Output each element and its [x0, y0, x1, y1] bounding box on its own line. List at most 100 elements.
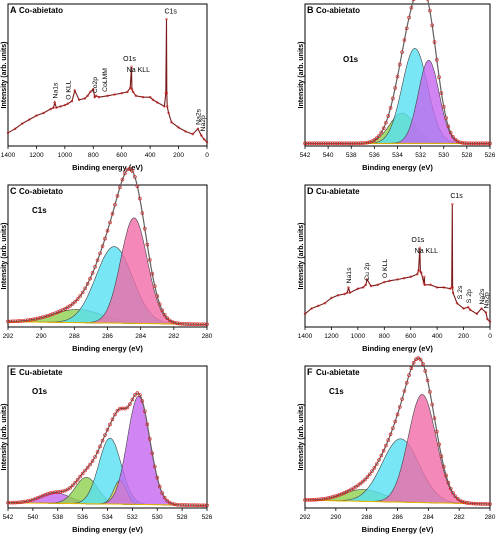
data-point	[88, 462, 92, 467]
data-point	[120, 406, 125, 411]
data-point	[485, 502, 490, 506]
data-point	[95, 258, 100, 263]
data-point	[23, 318, 28, 323]
data-point	[310, 307, 313, 310]
data-point	[420, 271, 423, 275]
data-point	[28, 498, 33, 503]
data-point	[140, 211, 145, 215]
x-tick-label: 534	[102, 514, 113, 521]
data-point	[152, 284, 157, 288]
data-point	[465, 141, 469, 146]
x-axis-label: Binding energy (eV)	[72, 344, 143, 353]
data-point	[33, 317, 38, 321]
data-point	[118, 185, 122, 190]
data-point	[133, 393, 137, 397]
x-tick-label: 284	[423, 514, 434, 521]
data-point	[11, 500, 15, 505]
data-point	[398, 62, 402, 67]
data-point	[103, 433, 107, 437]
data-point	[110, 417, 115, 422]
data-point	[455, 301, 459, 305]
data-point	[113, 412, 117, 417]
data-point	[469, 141, 474, 146]
peak-annotation: Na KLL	[127, 67, 150, 74]
data-point	[125, 405, 130, 410]
data-point	[330, 141, 335, 146]
data-point	[476, 141, 481, 146]
data-point	[395, 74, 400, 79]
data-point	[377, 458, 381, 462]
data-point	[78, 474, 82, 479]
x-tick-label: 286	[392, 514, 403, 521]
y-axis-label: Intensity (arb. units)	[298, 42, 305, 109]
data-point	[94, 94, 98, 98]
data-point	[73, 480, 77, 485]
data-point	[13, 319, 18, 324]
data-point	[172, 320, 177, 325]
x-tick-label: 280	[202, 333, 213, 340]
data-point	[31, 317, 35, 322]
data-point	[439, 454, 444, 459]
data-point	[336, 294, 340, 297]
data-point	[110, 211, 115, 216]
x-tick-label: 1000	[58, 152, 73, 159]
data-point	[365, 475, 370, 479]
data-point	[474, 141, 478, 146]
x-axis-label: Binding energy (eV)	[362, 344, 433, 353]
x-tick-label: 292	[3, 333, 14, 340]
data-point	[65, 487, 70, 492]
data-point	[370, 469, 374, 473]
panel-letter: A	[10, 5, 17, 15]
data-point	[85, 281, 90, 286]
data-point	[97, 95, 101, 99]
data-point	[135, 184, 140, 189]
data-point	[130, 397, 135, 402]
data-point	[143, 226, 147, 231]
data-point	[130, 65, 133, 69]
data-point	[175, 321, 179, 326]
data-point	[451, 291, 455, 294]
data-point	[319, 141, 323, 146]
data-point	[460, 141, 465, 145]
data-point	[388, 106, 393, 110]
data-point	[444, 116, 448, 120]
data-point	[80, 290, 85, 295]
data-point	[432, 416, 437, 420]
data-point	[307, 498, 312, 502]
peak-annotation: Na KLL	[415, 248, 438, 255]
data-point	[381, 126, 386, 130]
data-point	[430, 402, 434, 407]
data-point	[486, 317, 489, 321]
data-point	[449, 287, 452, 290]
data-point	[391, 96, 395, 101]
data-point	[130, 87, 134, 91]
data-point	[118, 406, 122, 411]
x-axis-label: Binding energy (eV)	[362, 163, 433, 172]
data-point	[303, 141, 307, 146]
data-point	[377, 133, 381, 138]
data-point	[26, 499, 30, 503]
data-point	[60, 489, 65, 494]
data-point	[478, 141, 483, 146]
data-point	[108, 220, 112, 225]
data-point	[469, 501, 474, 506]
data-point	[467, 501, 471, 505]
x-tick-label: 282	[168, 333, 179, 340]
data-point	[165, 91, 169, 95]
data-point	[330, 495, 335, 499]
x-tick-label: 538	[52, 514, 63, 521]
data-point	[393, 419, 397, 424]
panel-title: Cu-abietate	[316, 187, 360, 196]
data-point	[88, 276, 92, 281]
data-point	[446, 480, 451, 485]
panel-d: D Cu-abietate 1400 1200 1000 800 600 400 200 0 Bin…	[298, 184, 492, 353]
data-point	[363, 477, 367, 482]
data-point	[16, 319, 20, 323]
data-point	[70, 99, 74, 103]
data-point	[328, 495, 333, 500]
peak-annotation: O1s	[411, 237, 424, 244]
panel-title: Co-abietato	[316, 6, 360, 15]
panel-letter: D	[307, 186, 314, 196]
data-point	[150, 451, 155, 456]
data-point	[347, 141, 351, 146]
